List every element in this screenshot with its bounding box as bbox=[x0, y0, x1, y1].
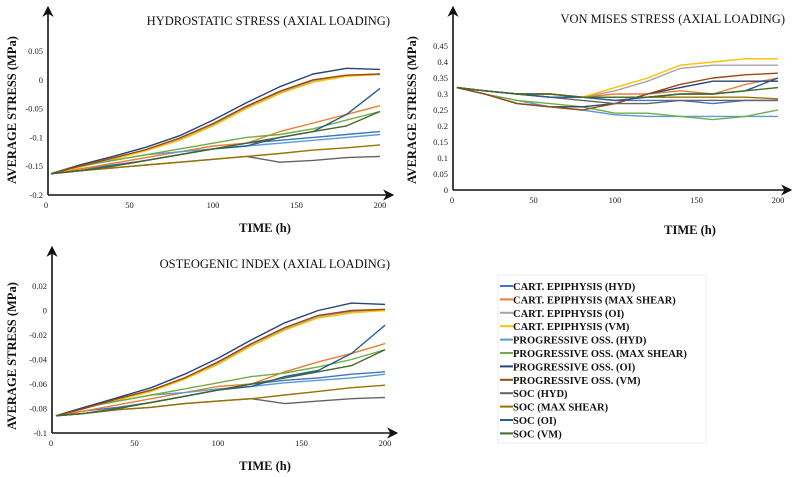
x-axis-label: TIME (h) bbox=[239, 459, 291, 473]
y-tick-label: -0.15 bbox=[25, 161, 43, 171]
x-tick-label: 200 bbox=[379, 438, 392, 448]
y-tick-label: 0.4 bbox=[437, 57, 448, 67]
legend-label: CART. EPIPHYSIS (VM) bbox=[513, 322, 630, 333]
y-tick-label: 0.05 bbox=[433, 169, 448, 179]
series-line bbox=[456, 72, 779, 111]
y-tick-label: 0.02 bbox=[32, 281, 47, 291]
x-tick-label: 150 bbox=[290, 200, 303, 210]
legend: CART. EPIPHYSIS (HYD) CART. EPIPHYSIS (MA… bbox=[497, 274, 707, 444]
y-tick-label: 0 bbox=[444, 185, 448, 195]
x-tick-label: 100 bbox=[609, 195, 622, 205]
x-tick-label: 50 bbox=[130, 438, 139, 448]
chart-title: OSTEOGENIC INDEX (AXIAL LOADING) bbox=[160, 257, 390, 271]
x-axis-label: TIME (h) bbox=[664, 223, 716, 237]
series-line bbox=[55, 349, 386, 417]
y-tick-label: 0.05 bbox=[28, 46, 43, 56]
series-line bbox=[55, 342, 386, 417]
y-tick-label: -0.2 bbox=[30, 190, 43, 200]
legend-item: CART. EPIPHYSIS (HYD) bbox=[500, 282, 636, 293]
y-tick-label: -0.08 bbox=[29, 404, 47, 414]
legend-label: CART. EPIPHYSIS (OI) bbox=[513, 309, 625, 320]
y-tick-label: 0.25 bbox=[433, 105, 448, 115]
legend-item: PROGRESSIVE OSS. (MAX SHEAR) bbox=[500, 349, 687, 360]
chart-hydrostatic: HYDROSTATIC STRESS (AXIAL LOADING) TIME … bbox=[5, 5, 395, 235]
legend-item: PROGRESSIVE OSS. (HYD) bbox=[500, 336, 647, 347]
legend-item: CART. EPIPHYSIS (OI) bbox=[500, 309, 625, 320]
legend-label: SOC (HYD) bbox=[513, 389, 568, 400]
x-tick-label: 0 bbox=[49, 438, 53, 448]
y-tick-label: 0.1 bbox=[437, 153, 448, 163]
legend-item: SOC (HYD) bbox=[500, 389, 568, 400]
series-line bbox=[50, 110, 381, 175]
series-line bbox=[456, 86, 779, 121]
legend-label: SOC (VM) bbox=[513, 429, 562, 440]
series-line bbox=[50, 73, 381, 175]
legend-label: SOC (MAX SHEAR) bbox=[513, 403, 609, 414]
series-line bbox=[55, 384, 386, 417]
y-axis-label: AVERAGE STRESS (MPa) bbox=[5, 36, 19, 184]
x-tick-label: 200 bbox=[374, 200, 387, 210]
legend-item: CART. EPIPHYSIS (VM) bbox=[500, 322, 630, 333]
y-axis-label: AVERAGE STRESS (MPa) bbox=[5, 282, 19, 430]
y-tick-label: -0.02 bbox=[29, 330, 47, 340]
y-tick-label: -0.06 bbox=[29, 379, 47, 389]
legend-label: PROGRESSIVE OSS. (VM) bbox=[513, 376, 641, 387]
series-line bbox=[50, 110, 381, 175]
series-line bbox=[456, 86, 779, 98]
chart-von-mises: VON MISES STRESS (AXIAL LOADING) TIME (h… bbox=[405, 5, 793, 237]
legend-box bbox=[497, 274, 707, 444]
chart-title: VON MISES STRESS (AXIAL LOADING) bbox=[560, 12, 785, 26]
legend-label: PROGRESSIVE OSS. (HYD) bbox=[513, 336, 647, 347]
y-axis-label: AVERAGE STRESS (MPa) bbox=[405, 36, 419, 184]
series-line bbox=[55, 373, 386, 417]
y-tick-label: 0.2 bbox=[437, 121, 448, 131]
x-tick-label: 0 bbox=[44, 200, 48, 210]
y-tick-label: -0.04 bbox=[29, 355, 47, 365]
x-tick-label: 100 bbox=[207, 200, 220, 210]
series-line bbox=[55, 349, 386, 417]
series-line bbox=[50, 67, 381, 175]
x-tick-label: 200 bbox=[772, 195, 785, 205]
legend-label: CART. EPIPHYSIS (HYD) bbox=[513, 282, 636, 293]
series-line bbox=[50, 144, 381, 175]
legend-item: SOC (MAX SHEAR) bbox=[500, 403, 609, 414]
legend-label: PROGRESSIVE OSS. (MAX SHEAR) bbox=[513, 349, 687, 360]
legend-item: PROGRESSIVE OSS. (OI) bbox=[500, 362, 636, 373]
series-line bbox=[50, 105, 381, 175]
x-tick-label: 50 bbox=[529, 195, 538, 205]
legend-item: PROGRESSIVE OSS. (VM) bbox=[500, 376, 641, 387]
chart-osteogenic-index: OSTEOGENIC INDEX (AXIAL LOADING) TIME (h… bbox=[5, 245, 399, 473]
legend-label: SOC (OI) bbox=[513, 416, 557, 427]
legend-item: SOC (VM) bbox=[500, 429, 562, 440]
x-tick-label: 100 bbox=[212, 438, 225, 448]
y-tick-label: 0 bbox=[39, 75, 43, 85]
chart-title: HYDROSTATIC STRESS (AXIAL LOADING) bbox=[147, 14, 390, 28]
x-tick-label: 50 bbox=[125, 200, 134, 210]
series-line bbox=[55, 308, 386, 417]
y-tick-label: 0.3 bbox=[437, 89, 448, 99]
legend-item: CART. EPIPHYSIS (MAX SHEAR) bbox=[500, 295, 676, 306]
y-tick-label: 0.15 bbox=[433, 137, 448, 147]
x-tick-label: 150 bbox=[295, 438, 308, 448]
legend-item: SOC (OI) bbox=[500, 416, 557, 427]
x-axis-label: TIME (h) bbox=[239, 221, 291, 235]
y-tick-label: -0.05 bbox=[25, 104, 43, 114]
y-tick-label: 0.45 bbox=[433, 41, 448, 51]
legend-label: CART. EPIPHYSIS (MAX SHEAR) bbox=[513, 295, 676, 306]
y-tick-label: 0 bbox=[43, 306, 47, 316]
x-tick-label: 0 bbox=[450, 195, 454, 205]
series-line bbox=[55, 302, 386, 417]
y-tick-label: -0.1 bbox=[30, 132, 43, 142]
y-tick-label: -0.1 bbox=[34, 428, 47, 438]
y-tick-label: 0.35 bbox=[433, 73, 448, 83]
x-tick-label: 150 bbox=[690, 195, 703, 205]
legend-label: PROGRESSIVE OSS. (OI) bbox=[513, 362, 636, 373]
